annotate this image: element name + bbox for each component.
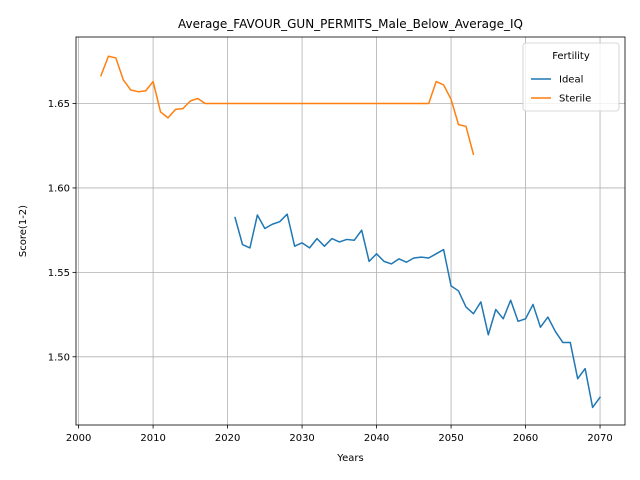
y-tick-label: 1.60 <box>48 183 70 194</box>
series-lines <box>99 55 602 409</box>
legend-title: Fertility <box>552 51 590 62</box>
x-tick-label: 2070 <box>587 433 612 444</box>
legend-label-sterile: Sterile <box>559 94 591 105</box>
legend-items: Ideal Sterile <box>531 75 591 105</box>
x-tick-label: 2010 <box>140 433 165 444</box>
series-line-ideal <box>234 213 602 409</box>
y-tick-label: 1.65 <box>48 99 70 110</box>
x-tick-label: 2060 <box>513 433 538 444</box>
series-line-sterile <box>99 55 475 156</box>
x-tick-label: 2000 <box>66 433 91 444</box>
y-axis-label: Score(1-2) <box>18 205 29 257</box>
x-tick-label: 2040 <box>364 433 389 444</box>
x-tick-label: 2030 <box>289 433 314 444</box>
y-tick-label: 1.55 <box>48 268 70 279</box>
legend: Fertility Ideal Sterile <box>522 42 620 112</box>
plot-frame <box>75 36 626 426</box>
y-axis-ticks: 1.50 1.55 1.60 1.65 <box>48 99 76 363</box>
x-axis-label: Years <box>336 453 363 464</box>
legend-label-ideal: Ideal <box>559 75 583 86</box>
x-tick-label: 2020 <box>215 433 240 444</box>
y-tick-label: 1.50 <box>48 352 70 363</box>
chart-title: Average_FAVOUR_GUN_PERMITS_Male_Below_Av… <box>178 17 523 31</box>
x-tick-label: 2050 <box>438 433 463 444</box>
x-axis-ticks: 2000 2010 2020 2030 2040 2050 2060 2070 <box>66 425 613 444</box>
legend-box <box>522 42 620 112</box>
